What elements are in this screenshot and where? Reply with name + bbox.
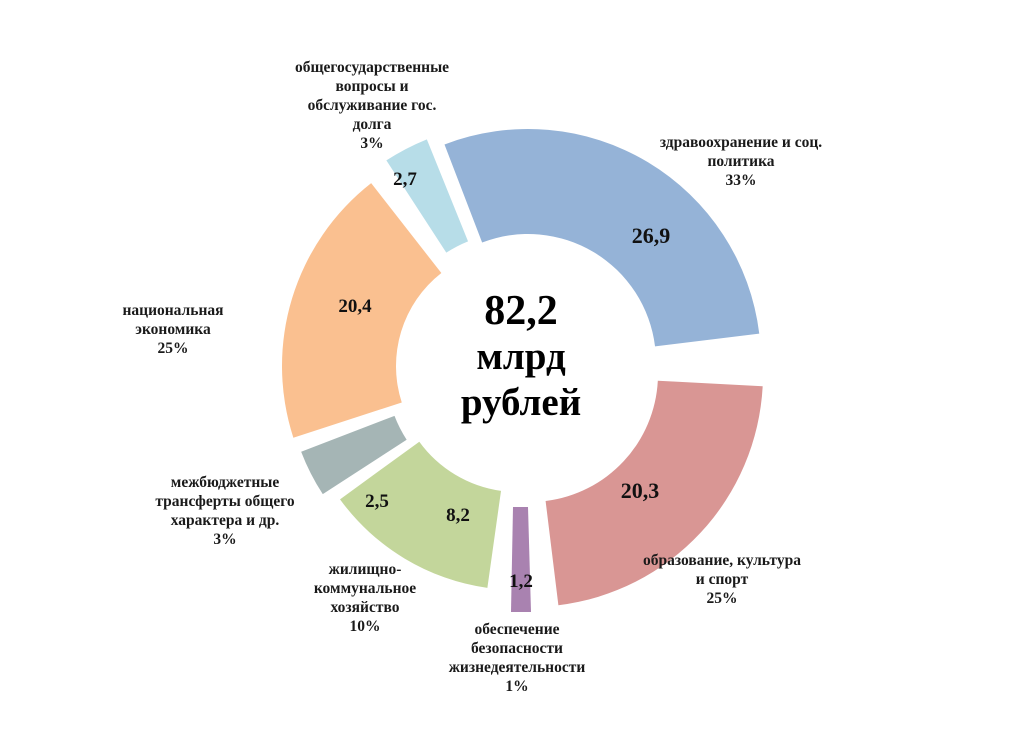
- label-education: образование, культура и спорт 25%: [643, 552, 801, 607]
- slice-health: [444, 129, 760, 347]
- slice-value-general: 2,7: [393, 169, 417, 190]
- slice-value-economy: 20,4: [338, 296, 372, 317]
- slice-value-safety: 1,2: [509, 571, 533, 592]
- slice-transfers: [301, 415, 407, 495]
- slice-value-housing: 8,2: [446, 505, 470, 526]
- slice-general: [386, 139, 469, 253]
- label-general: общегосударственные вопросы и обслуживан…: [294, 59, 450, 152]
- slice-housing: [340, 441, 502, 588]
- total-value: 82,2: [484, 288, 558, 334]
- slice-education: [545, 380, 763, 606]
- slice-value-health: 26,9: [631, 223, 671, 248]
- label-health: здравоохранение и соц. политика 33%: [659, 134, 823, 189]
- slice-economy: [282, 183, 442, 438]
- slice-value-transfers: 2,5: [365, 491, 389, 512]
- total-unit-line1: млрд: [476, 335, 566, 378]
- total-unit-line2: рублей: [460, 381, 582, 424]
- slice-value-education: 20,3: [620, 478, 660, 503]
- label-housing: жилищно- коммунальное хозяйство 10%: [313, 561, 417, 635]
- label-economy: национальная экономика 25%: [122, 302, 224, 357]
- label-transfers: межбюджетные трансферты общего характера…: [155, 474, 295, 548]
- center-total-label: 82,2 млрд рублей: [461, 288, 581, 426]
- label-safety: обеспечение безопасности жизнедеятельнос…: [448, 621, 586, 695]
- slice-safety: [511, 507, 531, 612]
